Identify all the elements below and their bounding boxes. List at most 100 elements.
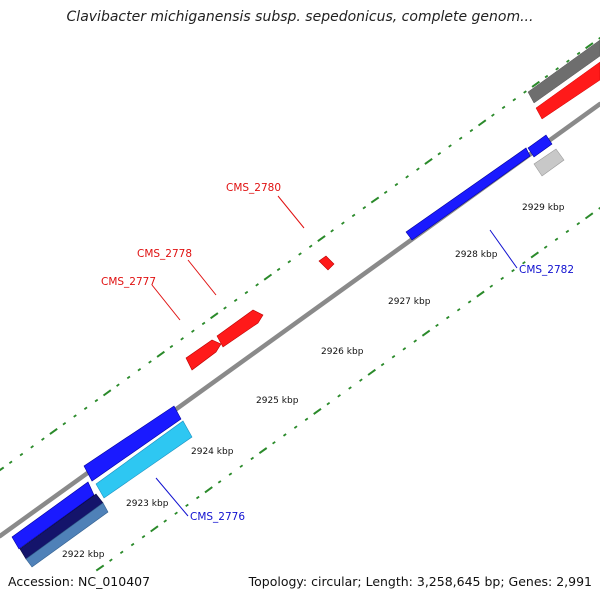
minor-tick-mark	[250, 456, 255, 461]
major-tick-mark	[313, 407, 322, 415]
scale-tick-2927: 2927 kbp	[388, 297, 431, 307]
scale-tick-2924: 2924 kbp	[191, 447, 234, 457]
minor-tick-mark	[566, 59, 570, 63]
minor-tick-mark	[217, 480, 222, 484]
minor-tick-mark	[391, 355, 396, 359]
major-tick-mark	[421, 329, 431, 337]
minor-tick-mark	[223, 306, 227, 310]
minor-tick-mark	[174, 511, 178, 515]
label-cms2778[interactable]: CMS_2778	[137, 248, 192, 260]
major-tick-mark	[210, 312, 219, 320]
minor-tick-mark	[351, 213, 356, 218]
minor-tick-mark	[73, 414, 77, 418]
minor-tick-mark	[137, 368, 142, 372]
major-tick-mark	[531, 80, 540, 88]
minor-tick-mark	[148, 360, 152, 364]
minor-tick-mark	[598, 36, 600, 40]
minor-tick-mark	[448, 144, 452, 148]
minor-tick-mark	[30, 445, 34, 449]
minor-tick-mark	[130, 542, 135, 547]
gene-cms2782[interactable]	[405, 147, 531, 241]
minor-tick-mark	[308, 244, 313, 248]
minor-tick-mark	[276, 267, 281, 272]
gene-cms2778[interactable]	[216, 309, 264, 348]
minor-tick-mark	[416, 167, 420, 171]
minor-tick-mark	[491, 113, 495, 117]
label-cms2776[interactable]: CMS_2776	[190, 511, 245, 523]
label-cms2777[interactable]: CMS_2777	[101, 276, 156, 288]
major-tick-mark	[156, 350, 165, 358]
major-tick-mark	[150, 525, 159, 533]
minor-tick-mark	[435, 323, 439, 328]
callout-line-cms2778	[187, 259, 217, 296]
scale-tick-2926: 2926 kbp	[321, 347, 364, 357]
minor-tick-mark	[598, 206, 600, 210]
major-tick-mark	[585, 42, 594, 50]
minor-tick-mark	[41, 437, 45, 441]
label-cms2780[interactable]: CMS_2780	[226, 182, 281, 194]
minor-tick-mark	[298, 252, 302, 256]
scale-tick-2923: 2923 kbp	[126, 499, 169, 509]
minor-tick-mark	[362, 206, 367, 210]
minor-tick-mark	[326, 401, 331, 406]
minor-tick-mark	[228, 472, 233, 476]
major-tick-mark	[476, 290, 485, 298]
minor-tick-mark	[163, 519, 168, 523]
minor-tick-mark	[523, 90, 527, 94]
minor-tick-mark	[456, 308, 461, 312]
major-tick-mark	[102, 389, 112, 397]
gene-cms2777[interactable]	[185, 339, 222, 371]
major-tick-mark	[370, 196, 380, 204]
major-tick-mark	[477, 119, 487, 127]
minor-tick-mark	[169, 344, 174, 349]
gene-gray-top[interactable]	[527, 39, 600, 104]
minor-tick-mark	[293, 425, 298, 429]
minor-tick-mark	[405, 175, 409, 179]
minor-tick-mark	[383, 190, 388, 194]
minor-tick-mark	[119, 550, 124, 555]
minor-tick-mark	[576, 221, 581, 226]
major-tick-mark	[95, 564, 105, 572]
minor-tick-mark	[94, 398, 99, 403]
scale-tick-2929: 2929 kbp	[522, 203, 565, 213]
minor-tick-mark	[348, 386, 352, 390]
minor-tick-mark	[233, 298, 238, 302]
minor-tick-mark	[489, 284, 494, 288]
minor-tick-mark	[19, 452, 24, 457]
minor-tick-mark	[330, 229, 334, 233]
major-tick-mark	[0, 466, 5, 472]
label-cms2782[interactable]: CMS_2782	[519, 264, 574, 276]
callout-line-cms2777	[151, 284, 181, 321]
major-tick-mark	[317, 235, 326, 243]
minor-tick-mark	[380, 362, 385, 367]
minor-tick-mark	[469, 128, 474, 133]
gene-blue-lower-upper[interactable]	[83, 405, 182, 482]
major-tick-mark	[204, 486, 213, 494]
major-tick-mark	[530, 251, 539, 259]
minor-tick-mark	[337, 394, 341, 398]
gene-blue-lower-mid[interactable]	[11, 481, 95, 550]
minor-tick-mark	[437, 152, 442, 156]
minor-tick-mark	[126, 375, 131, 380]
callout-line-cms2782	[489, 229, 518, 269]
minor-tick-mark	[467, 300, 472, 304]
callout-line-cms2776	[155, 477, 189, 517]
gene-cms2776[interactable]	[95, 420, 193, 499]
minor-tick-mark	[394, 182, 399, 187]
gene-lightgray-top-right[interactable]	[533, 148, 565, 177]
minor-tick-mark	[402, 347, 407, 351]
minor-tick-mark	[141, 535, 146, 539]
minor-tick-mark	[501, 105, 506, 110]
gene-steel-lower[interactable]	[25, 502, 109, 568]
minor-tick-mark	[304, 417, 309, 421]
minor-tick-mark	[195, 495, 200, 500]
gene-red-top[interactable]	[535, 61, 600, 120]
minor-tick-mark	[576, 51, 581, 56]
minor-tick-mark	[554, 237, 559, 241]
minor-tick-mark	[544, 74, 549, 79]
gene-cms2780[interactable]	[318, 255, 335, 271]
major-tick-mark	[258, 447, 268, 455]
minor-tick-mark	[272, 441, 276, 445]
gene-blue-top-right[interactable]	[527, 134, 553, 158]
